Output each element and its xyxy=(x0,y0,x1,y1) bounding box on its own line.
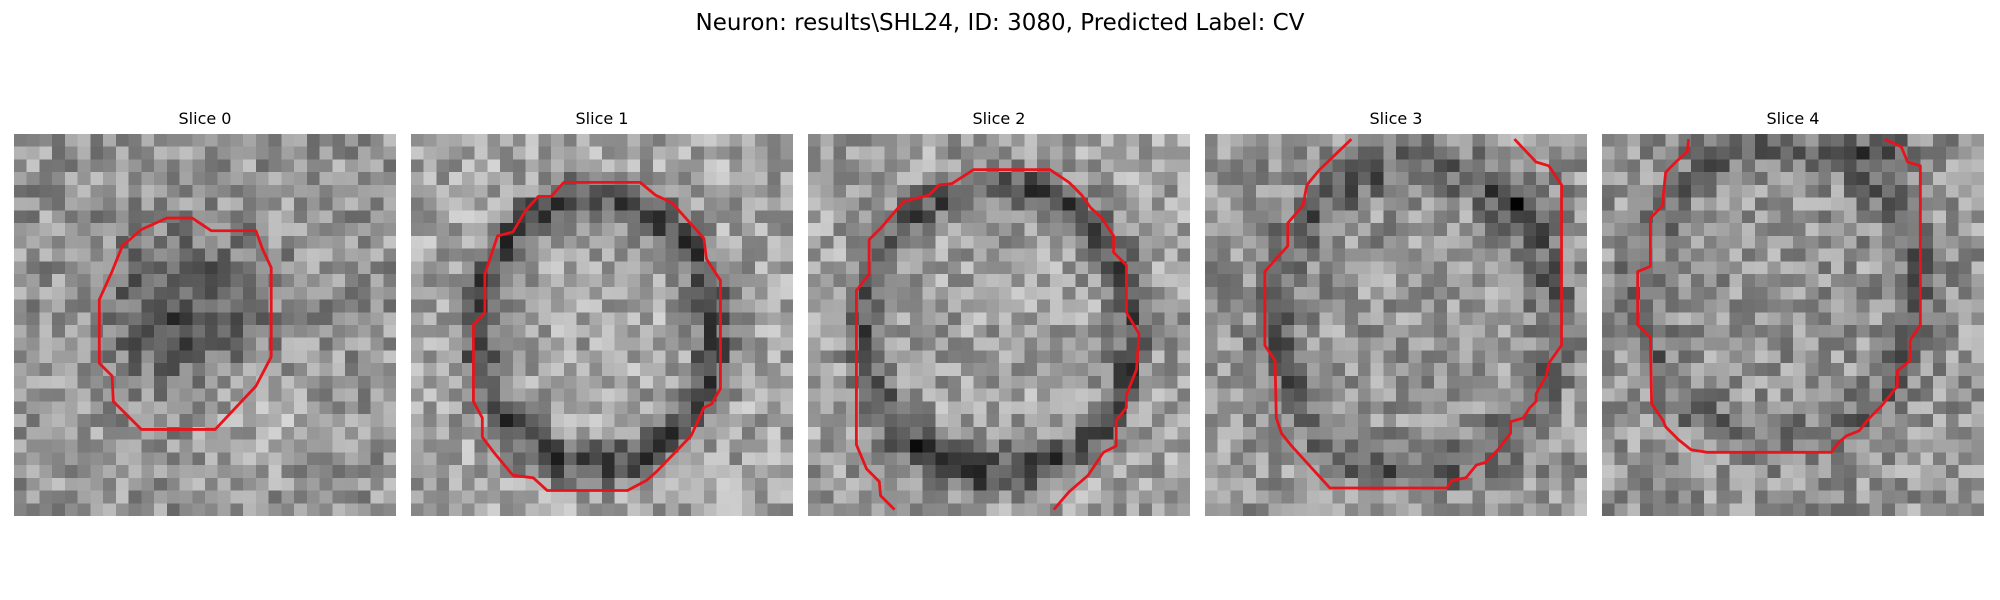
slice-2-image xyxy=(808,134,1190,516)
slice-4-title: Slice 4 xyxy=(1766,109,1820,128)
slice-2-title: Slice 2 xyxy=(972,109,1026,128)
figure-title: Neuron: results\SHL24, ID: 3080, Predict… xyxy=(695,10,1305,36)
slice-0-image xyxy=(14,134,396,516)
slice-1-image xyxy=(411,134,793,516)
slice-4-image xyxy=(1602,134,1984,516)
slice-0-title: Slice 0 xyxy=(178,109,232,128)
slice-1-title: Slice 1 xyxy=(575,109,629,128)
slice-3-image xyxy=(1205,134,1587,516)
slice-3-title: Slice 3 xyxy=(1369,109,1423,128)
